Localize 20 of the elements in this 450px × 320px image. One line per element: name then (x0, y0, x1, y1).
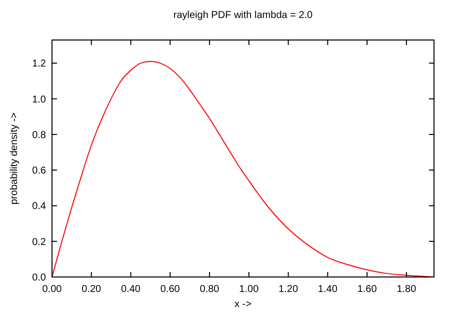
y-tick-label: 0.4 (32, 201, 46, 212)
chart-title: rayleigh PDF with lambda = 2.0 (173, 10, 314, 21)
y-tick-label: 0.6 (32, 166, 46, 177)
x-tick-label: 0.80 (200, 284, 220, 295)
y-tick-label: 1.0 (32, 94, 46, 106)
x-tick-label: 0.00 (42, 284, 62, 295)
x-tick-label: 1.80 (396, 284, 417, 295)
x-tick-label: 1.00 (239, 284, 260, 295)
y-tick-label: 1.2 (32, 58, 46, 70)
x-tick-label: 1.40 (318, 284, 338, 295)
y-tick-label: 0.2 (32, 236, 46, 248)
y-tick-label: 0.0 (32, 272, 46, 284)
y-axis-title: probability density -> (9, 112, 20, 204)
x-axis-title: x -> (234, 299, 252, 310)
x-tick-label: 0.20 (82, 284, 102, 295)
x-tick-label: 1.60 (357, 284, 378, 295)
x-tick-label: 1.20 (278, 284, 298, 295)
x-tick-label: 0.60 (160, 284, 180, 295)
y-tick-label: 0.8 (32, 130, 46, 141)
x-tick-label: 0.40 (121, 284, 141, 295)
